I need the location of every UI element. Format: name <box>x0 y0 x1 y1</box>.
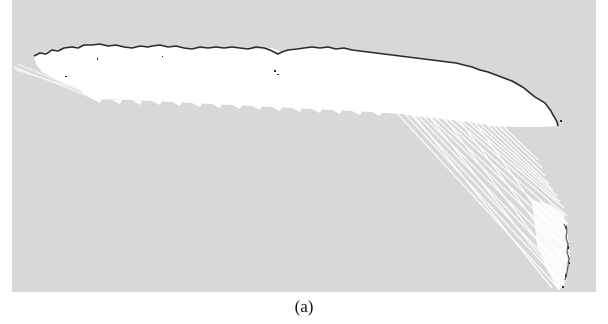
corridor-sawtooth-edge <box>92 99 382 116</box>
diagonal-scan-rays <box>396 112 571 291</box>
occupancy-grid-map <box>12 0 596 292</box>
figure-caption: (a) <box>294 297 314 316</box>
map-canvas <box>12 0 596 292</box>
obstacle-wall-right <box>563 223 570 281</box>
obstacle-wall-top <box>33 43 559 127</box>
left-scan-rays <box>12 63 97 99</box>
free-space-corridor <box>34 45 558 127</box>
free-space-lower-right <box>532 200 568 290</box>
